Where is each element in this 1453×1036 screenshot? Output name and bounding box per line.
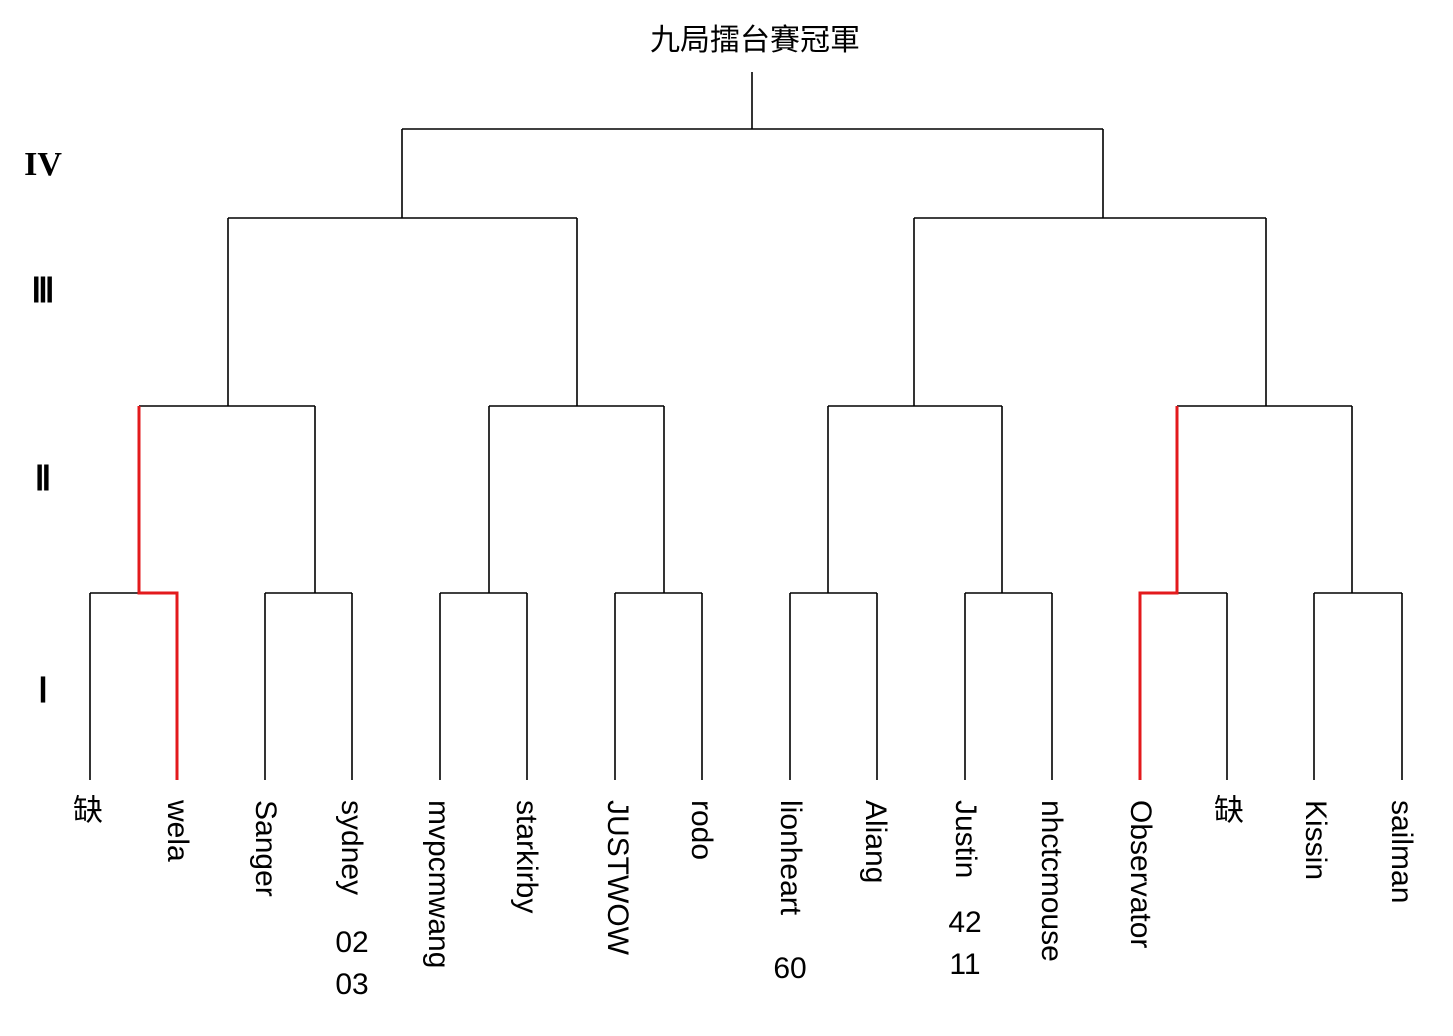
advance-path-observator bbox=[1138, 406, 1179, 780]
quarterfinal-connector-3 bbox=[827, 405, 1003, 593]
quarterfinal-connector-2 bbox=[488, 405, 665, 593]
semifinal-connector-right bbox=[913, 217, 1267, 406]
quarterfinal-connector-1 bbox=[139, 405, 316, 593]
player-label-4-suffix-b: 03 bbox=[335, 968, 368, 1001]
round-label-1: Ⅰ bbox=[38, 673, 48, 710]
player-label-15: Kissin bbox=[1299, 800, 1332, 880]
match-connector-3 bbox=[439, 592, 528, 780]
player-label-11-suffix-a: 42 bbox=[948, 906, 981, 939]
match-connector-8 bbox=[1313, 592, 1403, 780]
player-label-4-suffix-a: 02 bbox=[335, 926, 368, 959]
round-label-4: IV bbox=[24, 146, 62, 183]
player-label-8: rodo bbox=[685, 800, 718, 860]
player-label-14: 缺 bbox=[1214, 794, 1244, 829]
player-label-5: mvpcmwang bbox=[422, 800, 455, 968]
player-label-3: Sanger bbox=[249, 800, 282, 897]
match-connector-2 bbox=[264, 592, 353, 780]
player-label-4: sydney bbox=[335, 800, 368, 895]
match-connector-5 bbox=[789, 592, 878, 780]
final-connector bbox=[401, 72, 1104, 218]
match-connector-6 bbox=[964, 592, 1053, 780]
player-label-6: starkirby bbox=[510, 800, 543, 913]
player-label-9-suffix: 60 bbox=[773, 952, 806, 985]
player-label-9: lionheart bbox=[774, 800, 807, 916]
match-connector-1 bbox=[89, 592, 139, 780]
player-label-2: wela bbox=[161, 799, 194, 862]
player-label-11: Justin bbox=[949, 800, 982, 878]
match-connector-7 bbox=[1177, 592, 1228, 780]
player-label-16: sailman bbox=[1385, 800, 1418, 903]
champion-title: 九局擂台賽冠軍 bbox=[650, 23, 860, 58]
semifinal-connector-left bbox=[227, 217, 578, 406]
player-label-7: JUSTWOW bbox=[601, 800, 634, 956]
round-label-3: Ⅲ bbox=[31, 273, 54, 310]
player-label-1: 缺 bbox=[73, 794, 103, 829]
player-label-13: Observator bbox=[1124, 800, 1157, 948]
quarterfinal-connector-4 bbox=[1177, 405, 1353, 593]
match-connector-4 bbox=[614, 592, 703, 780]
player-label-12: nhctcmouse bbox=[1035, 800, 1068, 962]
round-label-2: Ⅱ bbox=[35, 461, 52, 498]
advance-path-wela bbox=[137, 406, 179, 780]
player-label-11-suffix-b: 11 bbox=[949, 948, 980, 981]
player-label-10: Aliang bbox=[859, 800, 892, 883]
